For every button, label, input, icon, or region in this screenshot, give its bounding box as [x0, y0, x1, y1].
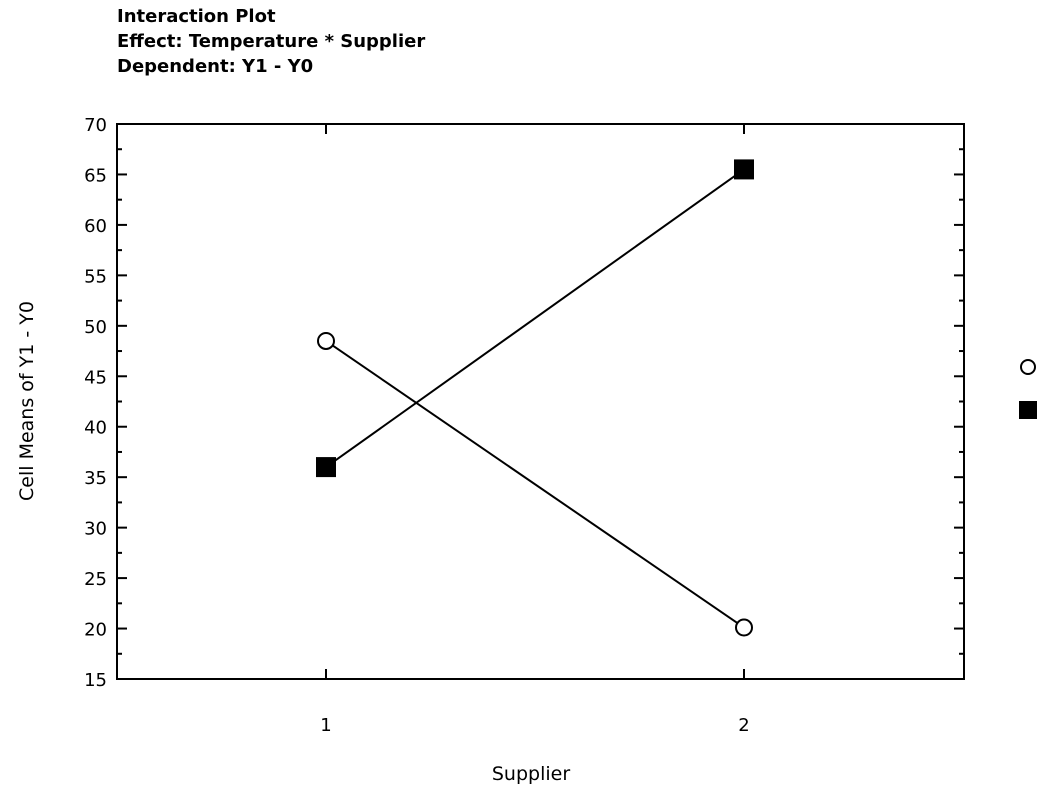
legend-marker-circle [1020, 359, 1036, 375]
chart-subtitle-dependent: Dependent: Y1 - Y0 [117, 56, 314, 77]
chart-title: Interaction Plot [117, 6, 276, 27]
x-axis-label: Supplier [492, 763, 570, 785]
x-tick-label: 1 [320, 715, 331, 736]
y-tick-label: 45 [84, 367, 107, 388]
y-tick-label: 60 [84, 216, 107, 237]
data-point-circle [735, 618, 753, 637]
chart-title-block: Interaction Plot Effect: Temperature * S… [117, 4, 425, 79]
plot-frame [116, 123, 965, 680]
data-point-square [316, 457, 336, 478]
series-line [325, 168, 745, 468]
x-tick-label: 2 [738, 715, 749, 736]
y-tick-label: 65 [84, 165, 107, 186]
legend [1019, 359, 1037, 419]
series-line [325, 340, 745, 629]
y-tick-label: 15 [84, 670, 107, 691]
chart-subtitle-effect: Effect: Temperature * Supplier [117, 31, 426, 52]
series-group [316, 159, 754, 637]
y-tick-label: 35 [84, 468, 107, 489]
y-tick-label: 70 [84, 115, 107, 136]
data-point-circle [317, 331, 335, 350]
y-tick-label: 20 [84, 620, 107, 641]
y-tick-label: 55 [84, 266, 107, 287]
y-axis: 15 20 25 30 35 40 45 50 55 60 65 70 [84, 115, 964, 691]
y-tick-label: 50 [84, 317, 107, 338]
y-axis-label: Cell Means of Y1 - Y0 [16, 301, 38, 501]
y-tick-label: 30 [84, 519, 107, 540]
y-tick-label: 40 [84, 418, 107, 439]
legend-marker-square [1019, 401, 1037, 419]
data-point-square [734, 159, 754, 180]
y-tick-label: 25 [84, 569, 107, 590]
